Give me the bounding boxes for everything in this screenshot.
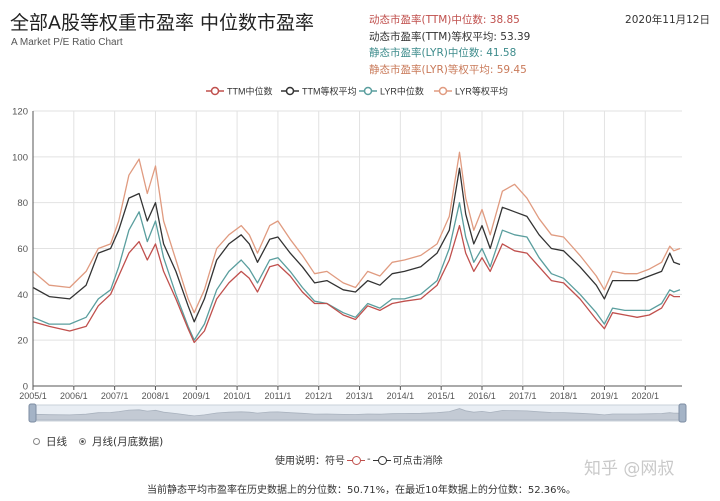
x-tick-label: 2011/1 — [264, 391, 291, 401]
footer-note: 当前静态平均市盈率在历史数据上的分位数：50.71%，在最近10年数据上的分位数… — [147, 485, 576, 496]
chart-grid — [32, 110, 682, 387]
legend-label-1: TTM等权平均 — [302, 86, 357, 97]
radio-monthly-dot[interactable] — [79, 438, 86, 445]
radio-daily-dot[interactable] — [33, 438, 40, 445]
y-tick-label: 120 — [12, 107, 28, 118]
stat-lyr-mean: 静态市盈率(LYR)等权平均: 59.45 — [369, 63, 527, 76]
legend-marker-3 — [438, 86, 448, 96]
x-tick-label: 2012/1 — [305, 391, 333, 401]
zoom-slider[interactable] — [28, 403, 687, 423]
watermark: 知乎 @网叔 — [584, 459, 675, 479]
legend-symbol-red-icon — [347, 455, 365, 465]
legend-marker-1 — [285, 86, 295, 96]
x-tick-label: 2017/1 — [509, 391, 537, 401]
y-tick-label: 100 — [12, 152, 28, 163]
series-line-0 — [32, 224, 680, 344]
series-line-2 — [32, 202, 681, 341]
chart-axes: 0 20 40 60 80 100 120 2005/1 2006/1 2007/1 2008/1 2… — [12, 107, 659, 402]
zoom-handle-left — [28, 403, 37, 423]
radio-monthly[interactable]: 月线(月底数据) — [79, 434, 163, 449]
y-tick-label: 20 — [17, 336, 28, 347]
x-tick-label: 2009/1 — [183, 391, 211, 401]
pe-line-chart: TTM中位数 TTM等权平均 LYR中位数 LYR等权平均 0 20 40 60 80 100 1… — [12, 86, 687, 423]
report-date: 2020年11月12日 — [625, 14, 710, 26]
radio-monthly-label: 月线(月底数据) — [92, 436, 164, 448]
chart-subtitle: A Market P/E Ratio Chart — [11, 37, 123, 48]
legend-label-3: LYR等权平均 — [455, 86, 508, 97]
x-tick-label: 2005/1 — [19, 391, 47, 401]
x-tick-label: 2020/1 — [631, 391, 659, 401]
legend-label-2: LYR中位数 — [380, 86, 424, 97]
stats-panel: 动态市盈率(TTM)中位数: 38.85 动态市盈率(TTM)等权平均: 53.… — [369, 12, 530, 78]
x-tick-label: 2013/1 — [346, 391, 374, 401]
x-tick-label: 2019/1 — [591, 391, 619, 401]
chart-title: 全部A股等权重市盈率 中位数市盈率 — [10, 12, 315, 34]
x-tick-label: 2010/1 — [223, 391, 251, 401]
usage-prefix: 使用说明：符号 — [275, 456, 345, 467]
x-tick-label: 2018/1 — [550, 391, 578, 401]
chart-series — [32, 151, 681, 344]
usage-suffix: 可点击消除 — [392, 456, 443, 467]
x-tick-label: 2008/1 — [142, 391, 170, 401]
legend-symbol-dark-icon — [372, 455, 391, 465]
series-line-3 — [32, 151, 681, 314]
y-tick-label: 0 — [23, 382, 28, 393]
y-tick-label: 40 — [17, 290, 28, 301]
x-tick-label: 2016/1 — [468, 391, 496, 401]
stat-ttm-median: 动态市盈率(TTM)中位数: 38.85 — [369, 14, 520, 26]
stat-lyr-median: 静态市盈率(LYR)中位数: 41.58 — [369, 47, 517, 59]
series-line-1 — [32, 167, 681, 323]
y-tick-label: 80 — [17, 198, 28, 209]
radio-daily-label: 日线 — [46, 436, 67, 448]
x-tick-label: 2014/1 — [387, 391, 415, 401]
legend-label-0: TTM中位数 — [227, 86, 273, 97]
legend-marker-2 — [363, 86, 373, 96]
legend-marker-0 — [210, 86, 220, 96]
y-tick-label: 60 — [17, 244, 28, 255]
radio-daily[interactable]: 日线 — [33, 434, 67, 449]
zoom-handle-right — [678, 403, 687, 423]
x-tick-label: 2015/1 — [427, 391, 455, 401]
chart-legend[interactable]: TTM中位数 TTM等权平均 LYR中位数 LYR等权平均 — [206, 86, 508, 97]
stat-ttm-mean: 动态市盈率(TTM)等权平均: 53.39 — [369, 30, 531, 43]
x-tick-label: 2007/1 — [101, 391, 129, 401]
zoom-preview-area — [32, 408, 681, 421]
usage-note: 使用说明：符号 - 可点击消除 — [275, 454, 443, 467]
x-tick-label: 2006/1 — [60, 391, 88, 401]
